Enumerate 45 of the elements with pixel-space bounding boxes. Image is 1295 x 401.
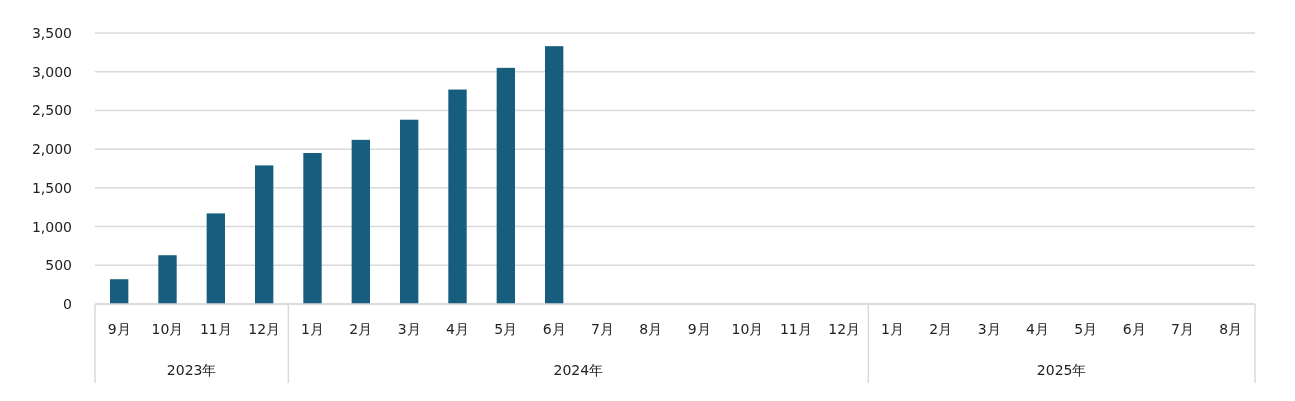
y-tick-label: 1,000 bbox=[31, 218, 72, 235]
x-tick-label: 10月 bbox=[151, 321, 184, 337]
x-tick-label: 6月 bbox=[1122, 321, 1146, 337]
bar bbox=[206, 213, 226, 304]
text: 2023年 bbox=[166, 362, 217, 378]
y-tick-label: 3,500 bbox=[31, 25, 72, 41]
x-tick-label: 2月 bbox=[349, 321, 373, 337]
y-tick-label: 500 bbox=[45, 257, 72, 274]
bar bbox=[496, 67, 516, 304]
x-tick-label: 4月 bbox=[1026, 321, 1049, 337]
x-tick-label: 7月 bbox=[1171, 321, 1194, 337]
bar bbox=[109, 279, 129, 304]
x-tick-label: 3月 bbox=[397, 321, 421, 337]
bar bbox=[158, 255, 177, 304]
bar bbox=[448, 89, 467, 304]
y-tick-label: 3,000 bbox=[31, 63, 72, 80]
x-tick-label: 6月 bbox=[542, 321, 566, 337]
x-tick-label: 4月 bbox=[446, 321, 469, 337]
x-tick-label: 12月 bbox=[248, 321, 281, 337]
x-tick-label: 12月 bbox=[828, 321, 861, 337]
x-tick-label: 1月 bbox=[881, 321, 904, 337]
x-tick-label: 1月 bbox=[301, 321, 324, 337]
x-tick-label: 2月 bbox=[929, 321, 953, 337]
x-tick-label: 8月 bbox=[1219, 321, 1243, 337]
bar bbox=[303, 153, 322, 304]
x-tick-label: 9月 bbox=[107, 321, 131, 337]
bar bbox=[254, 165, 274, 304]
x-tick-label: 7月 bbox=[591, 321, 614, 337]
y-tick-label: 0 bbox=[63, 296, 72, 312]
x-tick-label: 10月 bbox=[731, 321, 764, 337]
x-tick-label: 5月 bbox=[1074, 321, 1098, 337]
text: 2024年 bbox=[553, 362, 604, 378]
x-tick-label: 9月 bbox=[687, 321, 711, 337]
y-tick-label: 2,500 bbox=[31, 102, 72, 119]
y-tick-label: 2,000 bbox=[31, 141, 72, 158]
bar bbox=[544, 46, 564, 304]
y-tick-label: 1,500 bbox=[31, 179, 72, 196]
x-tick-label: 11月 bbox=[199, 321, 232, 337]
x-tick-label: 11月 bbox=[779, 321, 812, 337]
bar bbox=[399, 119, 419, 304]
bar bbox=[351, 139, 371, 304]
text: 2025年 bbox=[1036, 362, 1087, 378]
x-tick-label: 3月 bbox=[977, 321, 1001, 337]
x-tick-label: 5月 bbox=[494, 321, 518, 337]
x-tick-label: 8月 bbox=[639, 321, 663, 337]
